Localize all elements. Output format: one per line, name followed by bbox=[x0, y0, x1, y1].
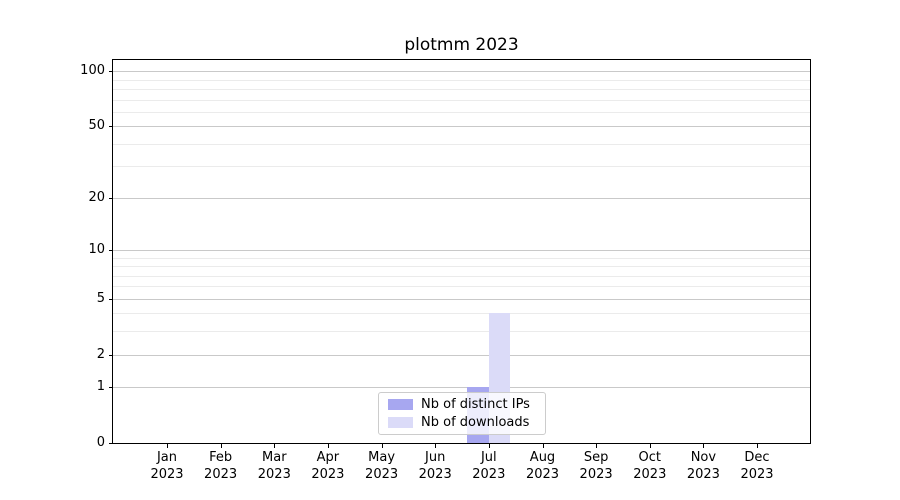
minor-gridline bbox=[113, 331, 810, 333]
minor-gridline bbox=[113, 266, 810, 267]
legend-swatch-distinct-ips bbox=[388, 399, 413, 410]
legend-swatch-downloads bbox=[388, 417, 413, 428]
y-tick-mark bbox=[109, 126, 113, 128]
x-tick-label: May 2023 bbox=[365, 450, 399, 482]
x-tick-mark bbox=[757, 444, 758, 448]
legend-item-downloads: Nb of downloads bbox=[379, 415, 545, 430]
y-tick-mark bbox=[109, 354, 113, 356]
x-tick-mark bbox=[167, 444, 168, 448]
major-gridline bbox=[113, 298, 810, 300]
minor-gridline bbox=[113, 275, 810, 277]
x-tick-label: Jan 2023 bbox=[150, 450, 184, 482]
minor-gridline bbox=[113, 143, 810, 145]
x-tick-mark bbox=[327, 444, 329, 448]
x-tick-mark bbox=[435, 444, 437, 448]
x-tick-mark bbox=[274, 444, 276, 448]
x-tick-label: Aug 2023 bbox=[525, 450, 560, 482]
y-tick-mark bbox=[109, 443, 113, 444]
x-tick-mark bbox=[381, 444, 383, 448]
major-gridline bbox=[113, 387, 810, 389]
x-tick-mark bbox=[649, 444, 651, 448]
y-tick-label: 0 bbox=[96, 435, 105, 450]
x-tick-label: Nov 2023 bbox=[686, 450, 720, 482]
x-tick-mark bbox=[542, 444, 544, 448]
x-tick-label: Jun 2023 bbox=[418, 450, 452, 482]
minor-gridline bbox=[113, 88, 810, 90]
y-tick-label: 2 bbox=[96, 346, 105, 362]
y-tick-label: 50 bbox=[88, 118, 105, 134]
y-tick-label: 10 bbox=[88, 241, 105, 257]
legend-label-distinct-ips: Nb of distinct IPs bbox=[421, 397, 530, 412]
major-gridline bbox=[113, 126, 810, 128]
minor-gridline bbox=[113, 257, 810, 259]
chart-title: plotmm 2023 bbox=[404, 35, 519, 55]
x-tick-mark bbox=[596, 444, 598, 448]
x-tick-label: Oct 2023 bbox=[633, 450, 667, 482]
y-tick-label: 20 bbox=[88, 189, 105, 205]
y-tick-mark bbox=[109, 298, 113, 300]
y-tick-mark bbox=[109, 71, 113, 73]
legend-item-distinct-ips: Nb of distinct IPs bbox=[379, 397, 545, 412]
minor-gridline bbox=[113, 313, 810, 315]
legend: Nb of distinct IPs Nb of downloads bbox=[378, 392, 546, 435]
minor-gridline bbox=[113, 166, 810, 168]
y-tick-label: 1 bbox=[96, 379, 105, 395]
y-tick-mark bbox=[109, 197, 113, 199]
major-gridline bbox=[113, 249, 810, 251]
x-tick-mark bbox=[488, 444, 490, 448]
y-tick-mark bbox=[109, 249, 113, 251]
x-tick-mark bbox=[703, 444, 705, 448]
minor-gridline bbox=[113, 286, 810, 288]
legend-label-downloads: Nb of downloads bbox=[421, 415, 530, 430]
minor-gridline bbox=[113, 99, 810, 101]
major-gridline bbox=[113, 71, 810, 73]
x-tick-label: Mar 2023 bbox=[257, 450, 291, 482]
major-gridline bbox=[113, 354, 810, 356]
x-tick-label: Dec 2023 bbox=[740, 450, 774, 482]
minor-gridline bbox=[113, 79, 810, 81]
x-tick-label: Sep 2023 bbox=[579, 450, 613, 482]
y-tick-label: 100 bbox=[80, 63, 105, 79]
minor-gridline bbox=[113, 111, 810, 113]
x-tick-label: Apr 2023 bbox=[311, 450, 345, 482]
y-tick-label: 5 bbox=[96, 290, 105, 306]
y-tick-mark bbox=[109, 387, 113, 389]
x-tick-label: Feb 2023 bbox=[204, 450, 238, 482]
major-gridline bbox=[113, 197, 810, 199]
x-tick-label: Jul 2023 bbox=[472, 450, 506, 482]
x-tick-mark bbox=[220, 444, 222, 448]
